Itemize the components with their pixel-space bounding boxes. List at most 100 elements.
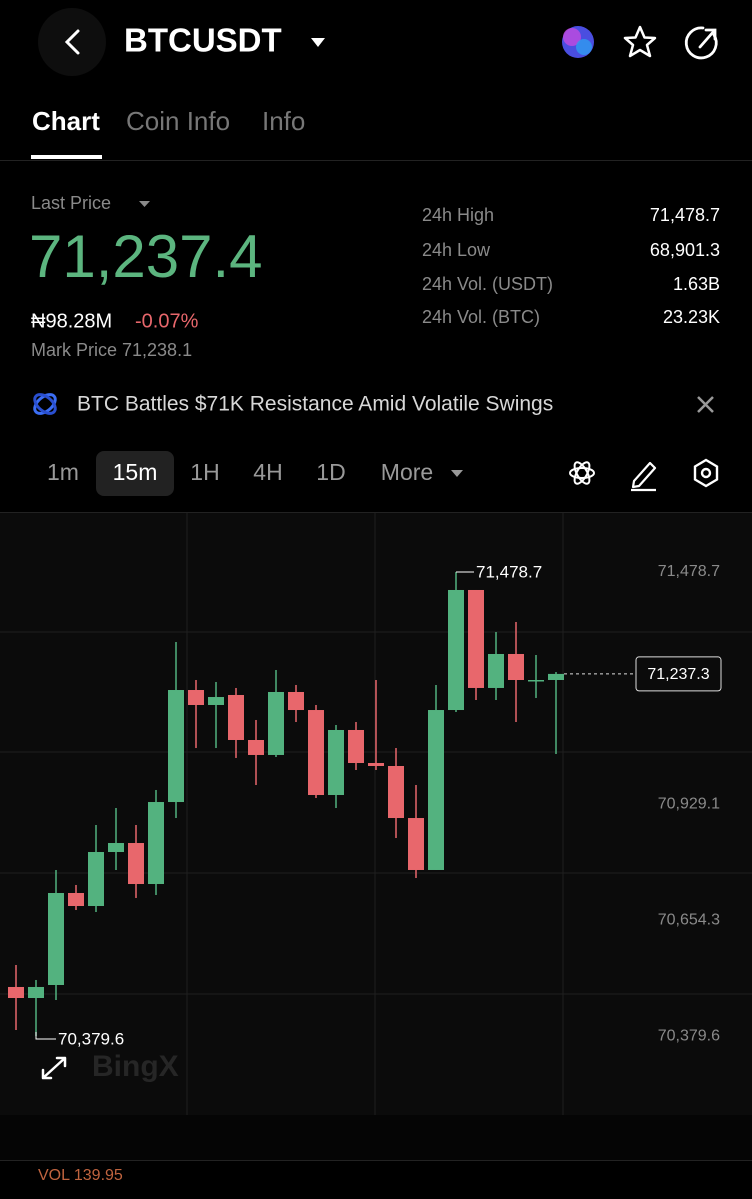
tab[interactable]: Coin Info <box>126 106 230 136</box>
settings-dot <box>700 467 712 479</box>
candle-body <box>288 691 304 711</box>
share-icon[interactable] <box>684 26 718 60</box>
stat-label: 24h High <box>422 205 494 225</box>
interval-tab[interactable]: 1D <box>316 459 345 485</box>
candle-body <box>108 843 124 853</box>
mark-price: Mark Price 71,238.1 <box>31 340 192 360</box>
divider <box>0 160 752 161</box>
indicator-icon[interactable] <box>569 460 595 486</box>
candle-body <box>368 763 384 767</box>
stat-label: 24h Vol. (BTC) <box>422 307 540 327</box>
stat-value: 1.63B <box>673 274 720 294</box>
min-marker-label: 70,379.6 <box>58 1030 124 1049</box>
candle-body <box>68 893 84 907</box>
candle-body <box>228 694 244 740</box>
news-icon-ring <box>33 393 57 415</box>
candle-body <box>508 653 524 680</box>
ai-icon[interactable] <box>562 26 594 58</box>
y-tick-label: 70,654.3 <box>658 911 720 928</box>
interval-selected-bg <box>96 451 174 496</box>
favorite-icon[interactable] <box>623 25 657 58</box>
candlestick-chart: 71,478.770,929.170,654.370,379.603-25 04… <box>8 562 722 1146</box>
ai-orb-glow <box>563 28 581 46</box>
watermark: BingX <box>92 1050 179 1083</box>
news-icon-ring <box>33 393 57 415</box>
candle-body <box>448 589 464 711</box>
stats: 24h High 71,478.7 24h Low 68,901.3 24h Vol. … <box>422 205 720 327</box>
interval-tab[interactable]: 1m <box>47 459 79 485</box>
tab-underline <box>31 155 102 159</box>
candle-body <box>408 818 424 870</box>
volume-label: VOL 139.95 <box>38 1167 123 1184</box>
news-headline[interactable]: BTC Battles $71K Resistance Amid Volatil… <box>77 393 553 416</box>
symbol-dropdown[interactable] <box>311 38 325 47</box>
interval-tab[interactable]: 15m <box>113 459 158 485</box>
divider <box>0 512 752 513</box>
news-icon <box>33 393 57 415</box>
symbol[interactable]: BTCUSDT <box>124 22 282 59</box>
share-arrow <box>698 28 717 49</box>
fullscreen-icon[interactable] <box>41 1056 67 1080</box>
max-marker-label: 71,478.7 <box>476 562 542 581</box>
interval-tab[interactable]: 1H <box>190 459 219 485</box>
interval-tab[interactable]: More <box>381 459 433 485</box>
stat-value: 23.23K <box>663 307 720 327</box>
candle-body <box>248 739 264 755</box>
draw-icon[interactable] <box>631 461 657 492</box>
candle-body <box>268 691 284 755</box>
share-arc <box>684 26 718 60</box>
stat-value: 71,478.7 <box>650 205 720 225</box>
back-button[interactable] <box>38 8 106 76</box>
candle-body <box>348 729 364 764</box>
tab[interactable]: Info <box>262 106 305 136</box>
settings-hex <box>693 458 719 488</box>
last-price: 71,237.4 <box>29 223 263 290</box>
chart-area[interactable] <box>0 513 752 1115</box>
last-price-label[interactable]: Last Price <box>31 193 111 213</box>
fiat-price: ₦98.28M <box>31 310 112 332</box>
candle-body <box>528 679 544 682</box>
stat-label: 24h Vol. (USDT) <box>422 274 553 294</box>
news-close[interactable] <box>697 396 714 413</box>
candle-body <box>148 802 164 885</box>
more-dropdown[interactable] <box>451 470 463 477</box>
tab[interactable]: Chart <box>32 106 100 136</box>
candle-body <box>428 710 444 870</box>
ai-orb-glow <box>576 39 592 55</box>
intervals: 1m 15m 1H 4H 1D More <box>47 459 433 485</box>
last-price-box <box>635 656 722 692</box>
candle-body <box>468 589 484 688</box>
interval-tab[interactable]: 4H <box>253 459 282 485</box>
candle-body <box>8 986 24 999</box>
y-tick-label: 70,379.6 <box>658 1027 720 1044</box>
x-axis-band <box>0 1115 752 1160</box>
candle-body <box>328 729 344 796</box>
settings-icon[interactable] <box>693 458 719 488</box>
candle-body <box>188 690 204 705</box>
indicator-ring <box>573 461 591 485</box>
candle-body <box>208 697 224 705</box>
divider <box>0 1160 752 1161</box>
price-type-dropdown[interactable] <box>139 201 150 207</box>
y-tick-label: 70,929.1 <box>658 795 720 812</box>
candle-body <box>88 852 104 907</box>
candle-body <box>308 710 324 796</box>
candle-body <box>548 673 564 680</box>
y-tick-label: 71,478.7 <box>658 563 720 580</box>
min-marker-line <box>35 1032 56 1040</box>
indicator-ring <box>573 461 591 485</box>
indicator-ring <box>569 467 595 479</box>
stat-label: 24h Low <box>422 240 491 260</box>
candle-body <box>388 766 404 819</box>
candle-body <box>488 653 504 688</box>
price-change: -0.07% <box>135 310 199 332</box>
candle-body <box>48 893 64 986</box>
candle-body <box>128 843 144 885</box>
candle-body <box>28 986 44 999</box>
back-icon <box>64 29 80 55</box>
tabs: Chart Coin Info Info <box>32 106 305 136</box>
stat-value: 68,901.3 <box>650 240 720 260</box>
candle-body <box>168 690 184 803</box>
